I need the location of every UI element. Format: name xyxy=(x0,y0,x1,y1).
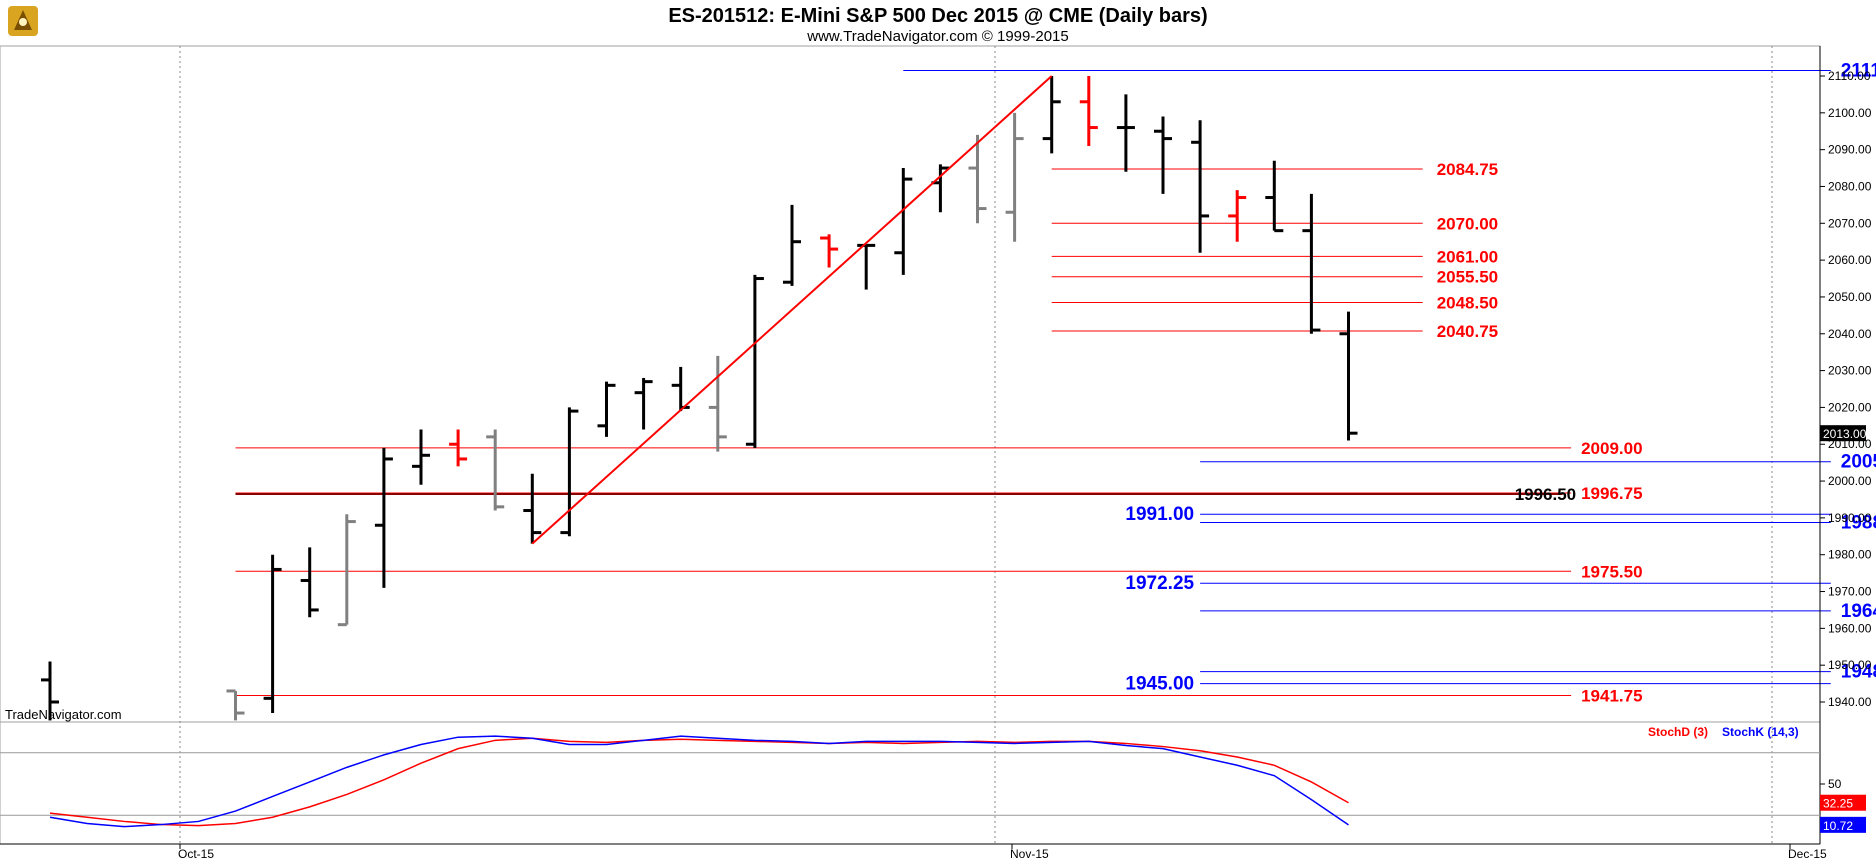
level-label: 2061.00 xyxy=(1437,247,1498,266)
level-label: 2040.75 xyxy=(1437,322,1498,341)
last-price-label: 2013.00 xyxy=(1823,427,1867,441)
trendline xyxy=(531,75,1053,545)
stoch-last-badge-0 xyxy=(1820,794,1866,811)
level-label: 2055.50 xyxy=(1437,268,1498,287)
y-tick-label: 2020.00 xyxy=(1828,400,1872,414)
ohlc-bar xyxy=(486,429,505,511)
ohlc-bar xyxy=(337,514,356,627)
stochastic-layer: 50 32.25 10.72 StochD (3) StochK (14,3) xyxy=(0,725,1866,833)
level-label: 1988.75 xyxy=(1841,512,1876,533)
ohlc-bar xyxy=(560,407,579,537)
stoch-d-legend: StochD (3) xyxy=(1648,725,1708,739)
y-tick-label: 2100.00 xyxy=(1828,106,1872,120)
ohlc-bar xyxy=(1005,112,1024,242)
ohlc-bar xyxy=(523,473,542,544)
level-label: 1948.25 xyxy=(1841,662,1876,683)
ohlc-bar xyxy=(374,447,393,588)
x-tick-label: Nov-15 xyxy=(1010,847,1049,861)
ohlc-bar xyxy=(1042,76,1061,154)
bars-layer xyxy=(41,76,1358,721)
level-label: 2070.00 xyxy=(1437,214,1498,233)
level-label: 2048.50 xyxy=(1437,293,1498,312)
ohlc-bar xyxy=(968,134,987,224)
y-tick-label: 1940.00 xyxy=(1828,695,1872,709)
chart-subtitle: www.TradeNavigator.com © 1999-2015 xyxy=(806,28,1068,45)
y-tick-label: 1950.00 xyxy=(1828,658,1872,672)
ohlc-bar xyxy=(820,234,839,268)
price-axis: 1940.00 1950.00 1960.00 1970.00 1980.00 1990.… xyxy=(1819,46,1872,844)
ohlc-bar xyxy=(1302,193,1321,334)
level-label: 1996.75 xyxy=(1581,484,1642,503)
ohlc-bar xyxy=(41,661,59,721)
stoch-last-label-1: 10.72 xyxy=(1823,819,1853,833)
date-axis: Oct-15 Nov-15 Dec-15 xyxy=(0,843,1827,861)
y-tick-label: 2050.00 xyxy=(1828,290,1872,304)
level-label: 1945.00 xyxy=(1125,674,1194,695)
trend-layer xyxy=(531,75,1053,545)
ohlc-bar xyxy=(1116,94,1135,172)
ohlc-bar xyxy=(300,547,319,618)
level-label: 1972.25 xyxy=(1125,573,1194,594)
stoch-line-1 xyxy=(49,735,1349,828)
levels-layer: 2111.50 2084.75 2070.00 2061.00 2055.50 2048.… xyxy=(235,60,1876,706)
level-label: 2005.25 xyxy=(1841,452,1876,473)
header-band xyxy=(0,0,1876,46)
y-tick-label: 2040.00 xyxy=(1828,327,1872,341)
x-tick-label: Dec-15 xyxy=(1788,847,1827,861)
ohlc-bar xyxy=(1191,120,1210,253)
level-label: 1964.75 xyxy=(1841,601,1876,622)
y-tick-label: 2030.00 xyxy=(1828,364,1872,378)
ohlc-bar xyxy=(1154,116,1172,194)
y-tick-label: 2110.00 xyxy=(1828,69,1871,83)
y-tick-label: 2000.00 xyxy=(1828,474,1872,488)
stoch-line-0 xyxy=(49,737,1349,827)
ohlc-bar xyxy=(634,377,653,430)
ohlc-bar xyxy=(745,274,764,448)
stoch-last-label-0: 32.25 xyxy=(1823,797,1853,811)
ohlc-bar xyxy=(1228,190,1247,242)
ohlc-bar xyxy=(449,429,468,467)
y-tick-label: 1960.00 xyxy=(1828,621,1872,635)
indicator-panel xyxy=(0,721,1821,845)
stoch-k-legend: StochK (14,3) xyxy=(1722,725,1799,739)
ohlc-bar xyxy=(226,689,245,721)
y-tick-label: 2080.00 xyxy=(1828,179,1872,193)
y-tick-label: 2090.00 xyxy=(1828,143,1872,157)
ohlc-bar xyxy=(263,554,282,714)
tradenavigator-logo-icon xyxy=(8,6,38,36)
x-tick-label: Oct-15 xyxy=(178,847,214,861)
y-tick-label: 2070.00 xyxy=(1828,216,1872,230)
ohlc-bar xyxy=(412,429,430,485)
stoch-tick-label: 50 xyxy=(1828,777,1842,791)
level-label: 1975.50 xyxy=(1581,562,1642,581)
watermark: TradeNavigator.com xyxy=(5,707,122,722)
ohlc-bar xyxy=(1079,76,1098,146)
level-label: 2111.50 xyxy=(1841,60,1876,81)
ohlc-bar xyxy=(783,204,801,286)
ohlc-bar xyxy=(1339,311,1358,441)
last-price-badge xyxy=(1820,425,1866,442)
y-tick-label: 1990.00 xyxy=(1828,511,1872,525)
marked-level-label: 1996.50 xyxy=(1515,485,1576,504)
y-tick-label: 1970.00 xyxy=(1828,585,1872,599)
price-panel xyxy=(0,45,1821,723)
chart-title: ES-201512: E-Mini S&P 500 Dec 2015 @ CME… xyxy=(668,5,1207,27)
level-label: 2009.00 xyxy=(1581,439,1642,458)
ohlc-bar xyxy=(708,355,727,452)
y-tick-label: 1980.00 xyxy=(1828,548,1872,562)
y-tick-label: 2060.00 xyxy=(1828,253,1872,267)
level-label: 1941.75 xyxy=(1581,687,1642,706)
ohlc-bar xyxy=(894,168,913,275)
grid-layer xyxy=(179,46,1773,844)
stoch-last-badge-1 xyxy=(1820,816,1866,833)
ohlc-bar xyxy=(597,381,616,437)
ohlc-bar xyxy=(1265,160,1284,233)
level-label: 2084.75 xyxy=(1437,160,1498,179)
level-label: 1991.00 xyxy=(1125,504,1194,525)
